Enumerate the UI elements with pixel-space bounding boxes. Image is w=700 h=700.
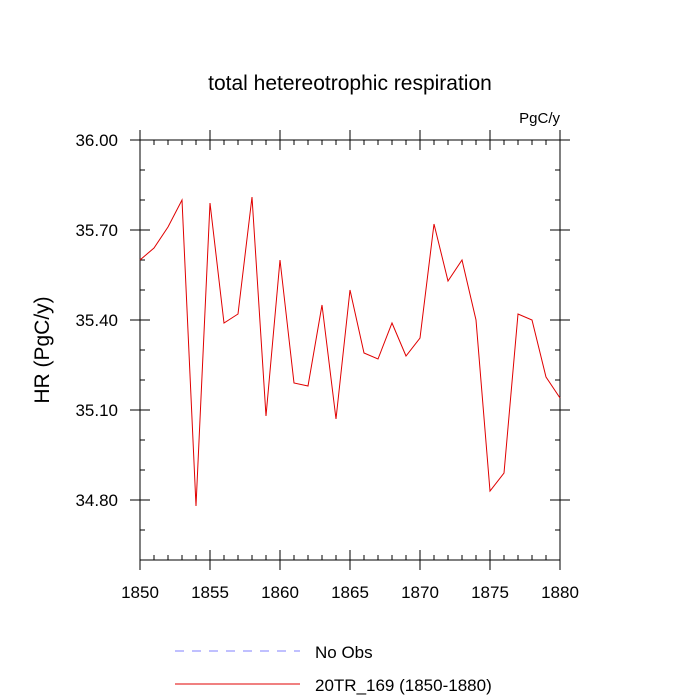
x-tick-label: 1860: [261, 583, 299, 602]
y-tick-label: 35.70: [75, 221, 118, 240]
y-tick-label: 35.40: [75, 311, 118, 330]
legend-label-20tr-169: 20TR_169 (1850-1880): [315, 676, 492, 695]
data-layer: [139, 196, 561, 507]
x-tick-label: 1870: [401, 583, 439, 602]
y-tick-label: 35.10: [75, 401, 118, 420]
chart-title: total hetereotrophic respiration: [208, 72, 492, 95]
y-axis-label: HR (PgC/y): [31, 296, 54, 403]
units-label: PgC/y: [519, 110, 560, 127]
y-tick-label: 36.00: [75, 131, 118, 150]
x-tick-label: 1875: [471, 583, 509, 602]
y-tick-label: 34.80: [75, 491, 118, 510]
x-tick-label: 1865: [331, 583, 369, 602]
ticks-layer: 1850 1855 1860 1865 1870 1875 1880 34.80 35.10 35…: [75, 130, 579, 602]
x-tick-label: 1850: [121, 583, 159, 602]
series-line-1: [139, 196, 561, 507]
legend: No Obs 20TR_169 (1850-1880): [175, 643, 492, 695]
x-tick-label: 1880: [541, 583, 579, 602]
legend-label-no-obs: No Obs: [315, 643, 373, 662]
x-tick-label: 1855: [191, 583, 229, 602]
